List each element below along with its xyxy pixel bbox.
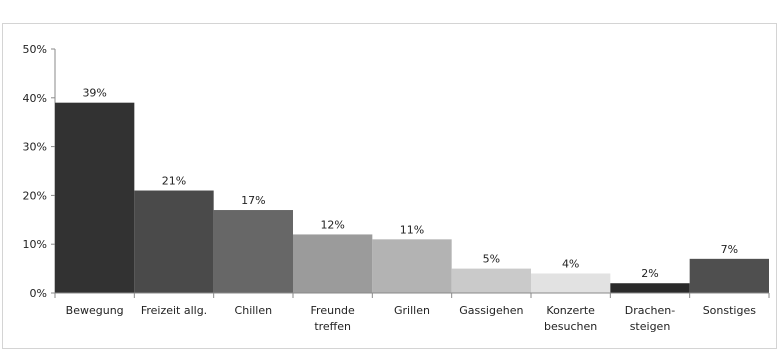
x-tick-label: Grillen [394, 304, 430, 317]
y-tick-label: 10% [23, 238, 47, 251]
bar [293, 234, 373, 293]
bar [372, 239, 452, 293]
x-tick-label: Drachen- [625, 304, 675, 317]
data-label: 7% [721, 243, 738, 256]
x-tick-label: Gassigehen [459, 304, 523, 317]
bar [610, 283, 690, 293]
x-tick-label: Bewegung [66, 304, 124, 317]
bar [213, 210, 293, 293]
data-label: 5% [483, 253, 500, 266]
x-tick-label: steigen [630, 320, 671, 333]
x-tick-label: Konzerte [546, 304, 595, 317]
data-label: 12% [320, 218, 344, 231]
x-tick-label: Freunde [311, 304, 356, 317]
data-label: 17% [241, 194, 265, 207]
y-tick-label: 0% [30, 287, 47, 300]
x-tick-label: Freizeit allg. [141, 304, 207, 317]
bar [55, 102, 135, 294]
bar [134, 190, 214, 293]
x-tick-label: Sonstiges [703, 304, 757, 317]
data-label: 11% [400, 223, 424, 236]
data-label: 4% [562, 257, 579, 270]
bars-group [55, 102, 769, 294]
x-tick-label: treffen [314, 320, 351, 333]
bar [451, 268, 531, 293]
y-tick-label: 40% [23, 92, 47, 105]
data-labels-group: 39% 21% 17% 12% 11% 5% 4% 2% 7% [82, 87, 738, 281]
y-axis: 0% 10% 20% 30% 40% 50% [23, 43, 56, 300]
y-tick-label: 20% [23, 189, 47, 202]
x-axis: Bewegung Freizeit allg. Chillen Freunde tref… [54, 292, 770, 333]
chart-frame [2, 23, 777, 349]
x-tick-label: Chillen [235, 304, 273, 317]
y-tick-label: 30% [23, 141, 47, 154]
data-label: 21% [162, 175, 186, 188]
bar [531, 273, 611, 293]
y-tick-label: 50% [23, 43, 47, 56]
x-tick-label: besuchen [544, 320, 597, 333]
data-label: 39% [82, 87, 106, 100]
data-label: 2% [641, 267, 658, 280]
bar [689, 258, 769, 293]
